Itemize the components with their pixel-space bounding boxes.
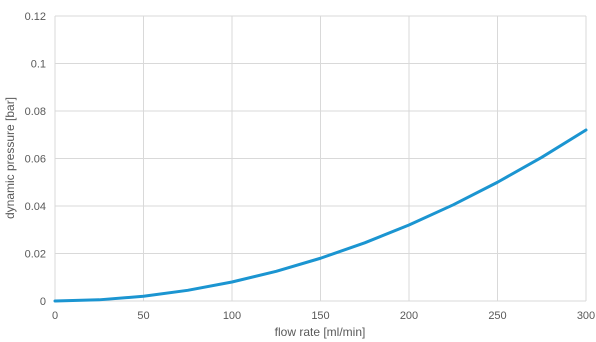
series-line <box>53 128 588 303</box>
y-axis: 0 0.02 0.04 0.06 0.08 0.1 0.12 <box>25 11 46 308</box>
y-tick-label: 0.02 <box>25 249 46 261</box>
y-tick-label: 0.06 <box>25 154 46 166</box>
x-tick-label: 50 <box>137 310 149 322</box>
y-tick-label: 0.1 <box>31 59 46 71</box>
x-tick-label: 250 <box>488 310 506 322</box>
x-axis: 0 50 100 150 200 250 300 <box>52 310 595 322</box>
x-axis-title: flow rate [ml/min] <box>275 325 366 339</box>
x-tick-label: 100 <box>223 310 241 322</box>
x-tick-label: 300 <box>577 310 595 322</box>
x-tick-label: 200 <box>400 310 418 322</box>
y-axis-title: dynamic pressure [bar] <box>3 97 17 219</box>
y-tick-label: 0.08 <box>25 106 46 118</box>
x-tick-label: 0 <box>52 310 58 322</box>
y-tick-label: 0 <box>40 296 46 308</box>
x-tick-label: 150 <box>311 310 329 322</box>
grid-lines <box>54 15 587 302</box>
y-tick-label: 0.12 <box>25 11 46 23</box>
y-tick-label: 0.04 <box>25 201 46 213</box>
series-layer <box>53 128 588 303</box>
